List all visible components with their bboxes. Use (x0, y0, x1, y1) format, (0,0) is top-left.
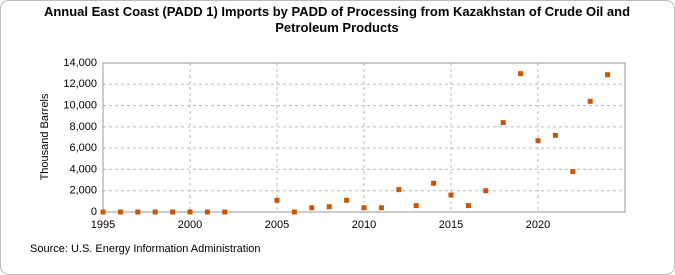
marker (117, 209, 123, 215)
marker (274, 197, 280, 203)
marker (396, 187, 402, 193)
plot-area (102, 62, 626, 213)
x-tick-label: 2015 (439, 219, 463, 231)
source: Source: U.S. Energy Information Administ… (30, 243, 261, 255)
marker (378, 205, 384, 211)
marker (222, 209, 228, 215)
chart-title: Annual East Coast (PADD 1) Imports by PA… (44, 4, 630, 35)
marker (570, 169, 576, 175)
marker (135, 209, 141, 215)
marker (518, 71, 524, 77)
marker (309, 205, 315, 211)
x-tick-label: 1995 (91, 219, 115, 231)
y-tick-label: 6,000 (69, 142, 97, 154)
marker (326, 204, 332, 210)
marker (361, 205, 367, 211)
marker (587, 98, 593, 104)
y-tick-label: 10,000 (63, 99, 97, 111)
y-axis-label: Thousand Barrels (39, 93, 51, 180)
marker (431, 180, 437, 186)
y-tick-label: 14,000 (63, 57, 97, 69)
marker (535, 138, 541, 144)
marker (448, 192, 454, 198)
y-tick-label: 8,000 (69, 121, 97, 133)
marker (170, 209, 176, 215)
marker (552, 132, 558, 138)
marker (291, 209, 297, 215)
y-tick-label: 0 (91, 206, 97, 218)
marker (500, 120, 506, 126)
marker (187, 209, 193, 215)
y-tick-label: 2,000 (69, 185, 97, 197)
x-tick-label: 2000 (178, 219, 202, 231)
x-tick-label: 2020 (526, 219, 550, 231)
marker (152, 209, 158, 215)
y-tick-label: 12,000 (63, 78, 97, 90)
marker (605, 72, 611, 78)
marker (204, 209, 210, 215)
y-tick-label: 4,000 (69, 163, 97, 175)
marker (100, 209, 106, 215)
marker (413, 203, 419, 209)
marker (344, 197, 350, 203)
x-tick-label: 2010 (352, 219, 376, 231)
marker (465, 203, 471, 209)
marker (483, 188, 489, 194)
x-tick-label: 2005 (265, 219, 289, 231)
